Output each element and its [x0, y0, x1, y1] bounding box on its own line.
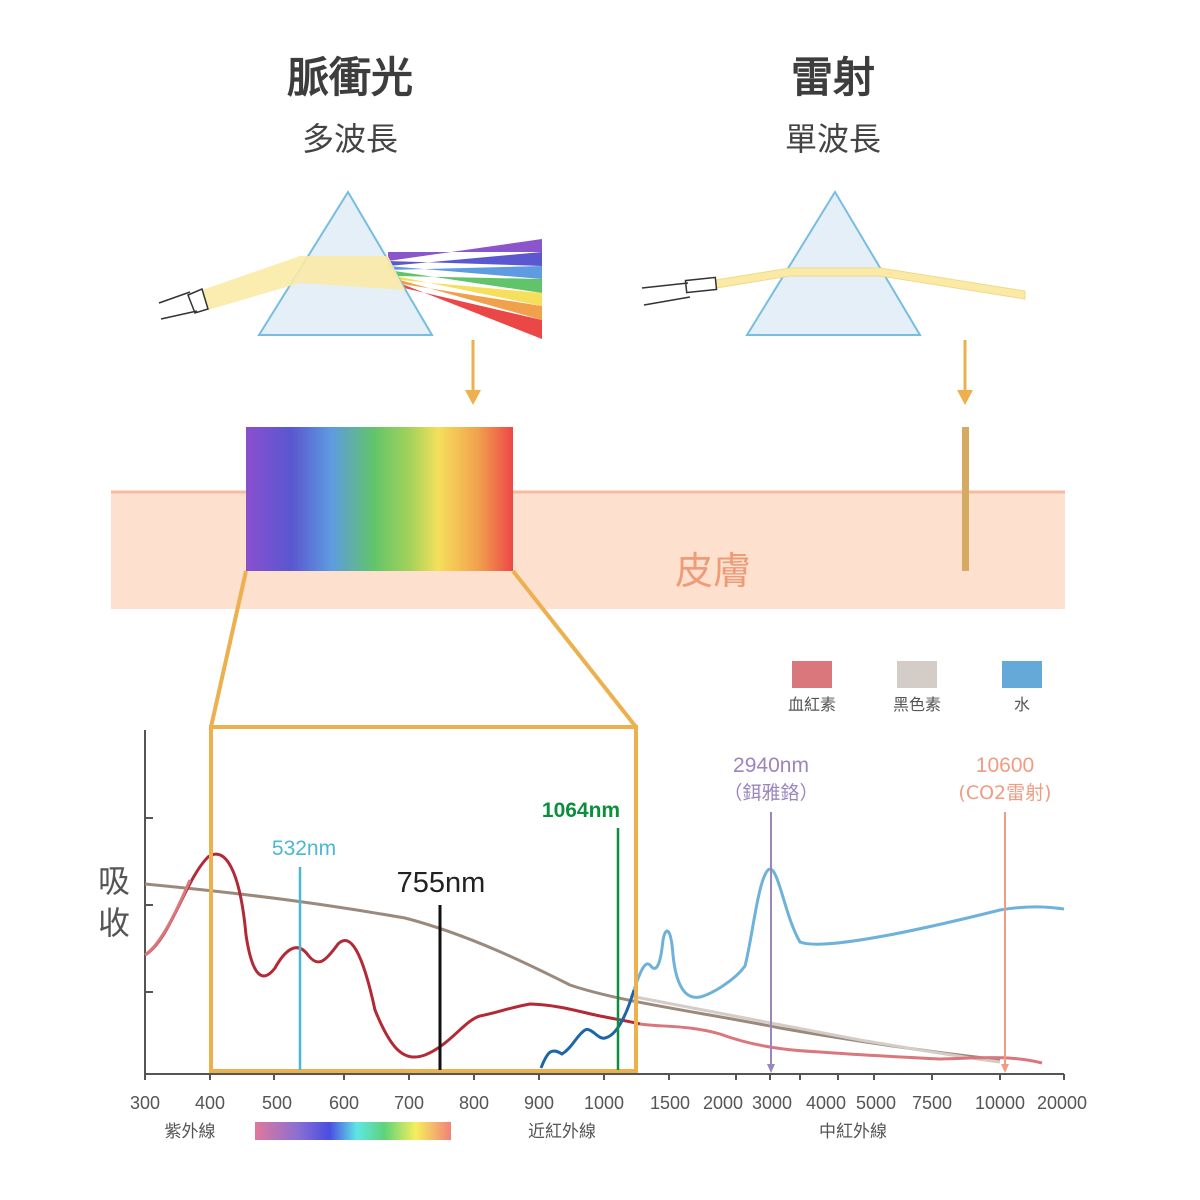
- legend-hemoglobin-swatch: [792, 661, 832, 688]
- ipl-prism-illustration: [158, 190, 542, 339]
- x-tick-label: 4000: [806, 1093, 846, 1113]
- legend-melanin-swatch: [897, 661, 937, 688]
- melanin-curve-tail: [629, 994, 1001, 1064]
- legend-water-label: 水: [1014, 695, 1030, 714]
- x-tick-label: 400: [195, 1093, 225, 1113]
- x-tick-label: 600: [329, 1093, 359, 1113]
- x-tick-label: 800: [459, 1093, 489, 1113]
- zoom-box: [209, 725, 638, 1073]
- laser-down-arrow: [957, 340, 973, 405]
- hemoglobin-curve-tail: [639, 1022, 1043, 1065]
- ipl-spectrum-block: [246, 427, 513, 571]
- laser-prism-illustration: [641, 190, 1026, 336]
- marker-2940-label: 2940nm: [733, 754, 809, 777]
- y-axis-label-1: 吸: [98, 862, 130, 900]
- zoom-line-left: [209, 570, 248, 728]
- y-axis-label-2: 收: [98, 904, 130, 942]
- laser-beam-line: [962, 427, 969, 571]
- water-curve-main: [539, 989, 636, 1069]
- x-tick-label: 1500: [650, 1093, 690, 1113]
- laser-subtitle: 單波長: [785, 120, 881, 158]
- marker-755-label: 755nm: [397, 867, 486, 899]
- skin-label: 皮膚: [675, 549, 751, 593]
- x-tick-label: 900: [524, 1093, 554, 1113]
- marker-2940-sublabel: （鉺雅鉻）: [723, 782, 818, 804]
- marker-532-label: 532nm: [272, 837, 336, 860]
- legend: 血紅素 黑色素 水: [788, 661, 1042, 714]
- x-tick-label: 300: [130, 1093, 160, 1113]
- marker-1064-label: 1064nm: [542, 799, 620, 822]
- x-tick-label: 7500: [912, 1093, 952, 1113]
- x-tick-label: 5000: [856, 1093, 896, 1113]
- x-tick-label: 700: [394, 1093, 424, 1113]
- x-tick-label: 3000: [752, 1093, 792, 1113]
- x-tick-marks: [144, 1074, 1065, 1080]
- zoom-line-right: [511, 569, 638, 729]
- water-curve-ir: [632, 867, 1065, 999]
- hemoglobin-curve-uv: [144, 879, 192, 957]
- pulse-light-title: 脈衝光: [287, 53, 413, 102]
- marker-10600-label: 10600: [976, 754, 1034, 777]
- x-tick-label: 500: [262, 1093, 292, 1113]
- hemoglobin-curve-main: [144, 852, 641, 1059]
- mir-band-label: 中紅外線: [819, 1122, 887, 1142]
- x-tick-label: 2000: [703, 1093, 743, 1113]
- legend-melanin-label: 黑色素: [893, 695, 941, 714]
- nir-band-label: 近紅外線: [528, 1122, 596, 1142]
- legend-hemoglobin-label: 血紅素: [788, 695, 836, 714]
- x-tick-label: 20000: [1037, 1093, 1087, 1113]
- legend-water-swatch: [1002, 661, 1042, 688]
- visible-spectrum-bar: [255, 1122, 451, 1140]
- uv-band-label: 紫外線: [165, 1122, 216, 1142]
- laser-title: 雷射: [791, 53, 875, 102]
- ipl-down-arrow: [465, 340, 481, 405]
- x-tick-label: 10000: [975, 1093, 1025, 1113]
- x-tick-label: 1000: [584, 1093, 624, 1113]
- pulse-light-subtitle: 多波長: [302, 120, 398, 158]
- marker-10600-sublabel: (CO2雷射): [958, 782, 1051, 804]
